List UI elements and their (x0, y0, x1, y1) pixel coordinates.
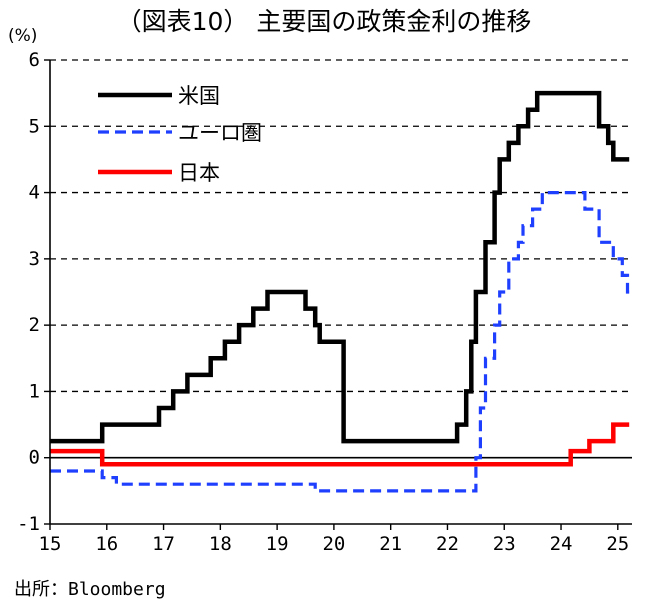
y-axis-unit-label: (%) (8, 26, 38, 46)
series-line-1 (50, 191, 630, 493)
x-tick-label: 22 (436, 533, 459, 555)
legend-label: 米国 (178, 84, 220, 108)
y-tick-label: 5 (29, 115, 40, 137)
y-tick-label: 3 (29, 248, 40, 270)
chart-title: （図表10） 主要国の政策金利の推移 (116, 7, 532, 36)
x-tick-label: 16 (95, 533, 118, 555)
y-tick-label: 4 (29, 182, 40, 204)
y-tick-label: 0 (29, 447, 40, 469)
grid-lines (50, 59, 632, 393)
x-tick-label: 20 (322, 533, 345, 555)
x-tick-label: 19 (266, 533, 289, 555)
x-tick-label: 25 (606, 533, 629, 555)
y-tick-label: -1 (17, 513, 40, 535)
x-tick-label: 24 (550, 533, 573, 555)
x-tick-label: 23 (493, 533, 516, 555)
legend-label: ユーロ圏 (178, 121, 262, 145)
x-tick-label: 21 (379, 533, 402, 555)
y-tick-label: 2 (29, 314, 40, 336)
y-tick-label: 6 (29, 49, 40, 71)
y-tick-label: 1 (29, 380, 40, 402)
x-tick-label: 18 (209, 533, 232, 555)
source-note: 出所：Bloomberg (14, 579, 166, 600)
series-lines (50, 90, 630, 493)
x-tick-label: 15 (39, 533, 62, 555)
legend-label: 日本 (178, 161, 220, 185)
x-tick-label: 17 (152, 533, 175, 555)
series-line-2 (50, 422, 630, 467)
series-line-0 (50, 90, 630, 444)
